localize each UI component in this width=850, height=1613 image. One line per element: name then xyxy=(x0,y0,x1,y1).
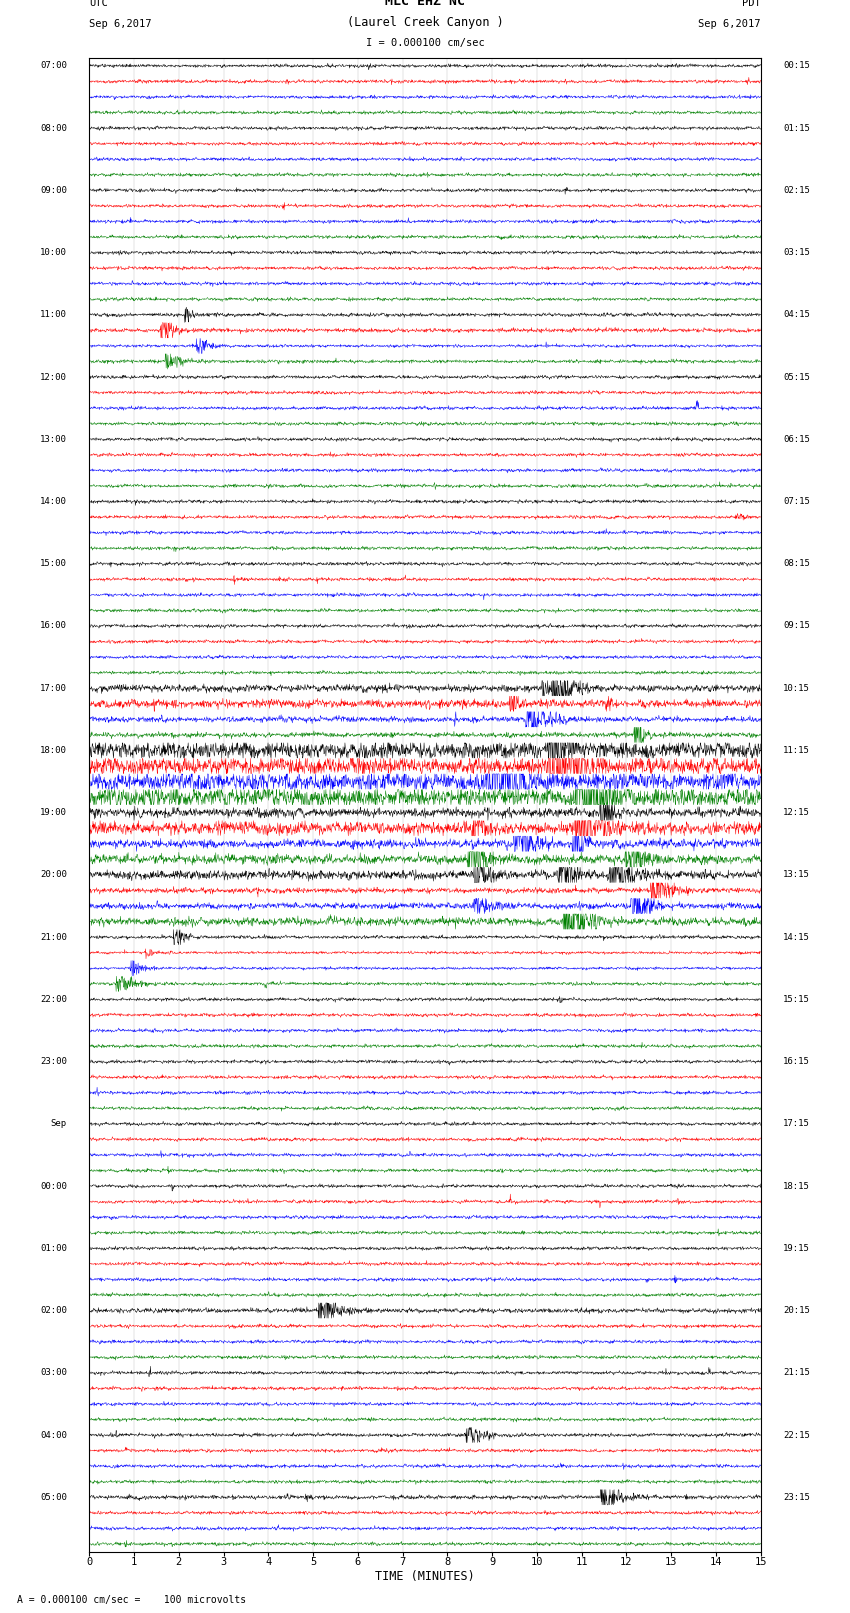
Text: 04:15: 04:15 xyxy=(783,310,810,319)
Text: 17:00: 17:00 xyxy=(40,684,67,692)
Text: 20:15: 20:15 xyxy=(783,1307,810,1315)
Text: 11:00: 11:00 xyxy=(40,310,67,319)
Text: 15:00: 15:00 xyxy=(40,560,67,568)
Text: 08:15: 08:15 xyxy=(783,560,810,568)
Text: 12:00: 12:00 xyxy=(40,373,67,382)
Text: UTC: UTC xyxy=(89,0,108,8)
Text: 10:15: 10:15 xyxy=(783,684,810,692)
Text: 15:15: 15:15 xyxy=(783,995,810,1003)
Text: 05:15: 05:15 xyxy=(783,373,810,382)
Text: 22:00: 22:00 xyxy=(40,995,67,1003)
Text: Sep 6,2017: Sep 6,2017 xyxy=(698,19,761,29)
Text: 13:00: 13:00 xyxy=(40,436,67,444)
Text: 23:15: 23:15 xyxy=(783,1492,810,1502)
Text: 11:15: 11:15 xyxy=(783,745,810,755)
Text: PDT: PDT xyxy=(742,0,761,8)
Text: 16:15: 16:15 xyxy=(783,1057,810,1066)
Text: 09:00: 09:00 xyxy=(40,185,67,195)
Text: (Laurel Creek Canyon ): (Laurel Creek Canyon ) xyxy=(347,16,503,29)
Text: 03:00: 03:00 xyxy=(40,1368,67,1378)
Text: A = 0.000100 cm/sec =    100 microvolts: A = 0.000100 cm/sec = 100 microvolts xyxy=(17,1595,246,1605)
Text: 13:15: 13:15 xyxy=(783,871,810,879)
Text: 07:00: 07:00 xyxy=(40,61,67,71)
Text: 22:15: 22:15 xyxy=(783,1431,810,1439)
Text: 03:15: 03:15 xyxy=(783,248,810,256)
Text: 17:15: 17:15 xyxy=(783,1119,810,1129)
Text: 01:15: 01:15 xyxy=(783,124,810,132)
Text: 21:00: 21:00 xyxy=(40,932,67,942)
Text: Sep: Sep xyxy=(51,1119,67,1129)
Text: 05:00: 05:00 xyxy=(40,1492,67,1502)
Text: 01:00: 01:00 xyxy=(40,1244,67,1253)
Text: 06:15: 06:15 xyxy=(783,436,810,444)
Text: 07:15: 07:15 xyxy=(783,497,810,506)
Text: 16:00: 16:00 xyxy=(40,621,67,631)
Text: 19:15: 19:15 xyxy=(783,1244,810,1253)
Text: 10:00: 10:00 xyxy=(40,248,67,256)
Text: 19:00: 19:00 xyxy=(40,808,67,818)
Text: 12:15: 12:15 xyxy=(783,808,810,818)
X-axis label: TIME (MINUTES): TIME (MINUTES) xyxy=(375,1569,475,1582)
Text: 08:00: 08:00 xyxy=(40,124,67,132)
Text: 02:15: 02:15 xyxy=(783,185,810,195)
Text: Sep 6,2017: Sep 6,2017 xyxy=(89,19,152,29)
Text: 14:00: 14:00 xyxy=(40,497,67,506)
Text: 00:00: 00:00 xyxy=(40,1182,67,1190)
Text: 23:00: 23:00 xyxy=(40,1057,67,1066)
Text: 18:00: 18:00 xyxy=(40,745,67,755)
Text: 14:15: 14:15 xyxy=(783,932,810,942)
Text: MLC EHZ NC: MLC EHZ NC xyxy=(385,0,465,8)
Text: 04:00: 04:00 xyxy=(40,1431,67,1439)
Text: 02:00: 02:00 xyxy=(40,1307,67,1315)
Text: I = 0.000100 cm/sec: I = 0.000100 cm/sec xyxy=(366,39,484,48)
Text: 18:15: 18:15 xyxy=(783,1182,810,1190)
Text: 00:15: 00:15 xyxy=(783,61,810,71)
Text: 20:00: 20:00 xyxy=(40,871,67,879)
Text: 21:15: 21:15 xyxy=(783,1368,810,1378)
Text: 09:15: 09:15 xyxy=(783,621,810,631)
